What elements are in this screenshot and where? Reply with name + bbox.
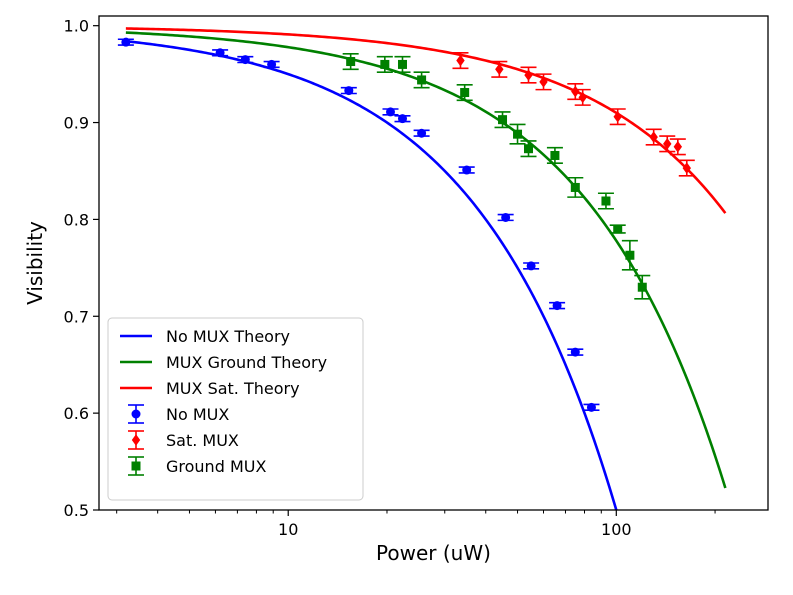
data-point: [397, 114, 407, 124]
data-point: [550, 150, 560, 160]
data-point: [570, 347, 580, 357]
legend-label: MUX Sat. Theory: [166, 379, 300, 398]
y-axis-label: Visibility: [23, 221, 47, 305]
data-points: [117, 37, 695, 412]
y-tick-label: 0.8: [64, 210, 89, 229]
theory-line-2: [125, 27, 727, 214]
legend-box: [107, 317, 364, 501]
data-point: [513, 129, 523, 139]
data-point: [498, 115, 508, 125]
plot-frame: [98, 15, 769, 511]
data-point: [524, 69, 533, 81]
data-point: [539, 76, 548, 88]
data-point: [397, 59, 407, 69]
data-point: [417, 128, 427, 138]
legend-marker: [131, 409, 141, 419]
y-tick-label: 0.6: [64, 404, 89, 423]
y-tick-label: 0.7: [64, 307, 89, 326]
data-point: [526, 261, 536, 271]
data-point: [578, 91, 587, 104]
x-tick-label: 100: [601, 520, 632, 539]
data-point: [552, 301, 562, 311]
data-point: [625, 250, 635, 260]
data-point: [462, 165, 472, 175]
y-tick-label: 0.5: [64, 501, 89, 520]
legend-label: Ground MUX: [166, 457, 266, 476]
series-square: [342, 52, 651, 300]
y-tick-label: 1.0: [64, 17, 89, 36]
legend-marker: [131, 461, 141, 471]
x-axis-label: Power (uW): [376, 541, 491, 565]
legend-label: No MUX Theory: [166, 327, 290, 346]
data-point: [121, 37, 131, 47]
series-circle: [117, 37, 600, 412]
data-point: [586, 402, 596, 412]
legend-label: No MUX: [166, 405, 229, 424]
legend-label: MUX Ground Theory: [166, 353, 327, 372]
data-point: [460, 88, 470, 98]
data-point: [380, 59, 390, 69]
data-point: [524, 144, 534, 154]
data-point: [501, 212, 511, 222]
series-diamond: [452, 52, 695, 177]
data-point: [570, 182, 580, 192]
legend-label: Sat. MUX: [166, 431, 239, 450]
legend: No MUX Theory MUX Ground Theory MUX Sat. T…: [107, 317, 364, 501]
data-point: [613, 224, 623, 234]
data-point: [495, 63, 504, 76]
data-point: [215, 48, 225, 58]
data-point: [637, 282, 647, 292]
data-point: [240, 55, 250, 65]
axis-ticks: 0.5 0.6 0.7 0.8 0.9 1.0 10 100: [64, 17, 716, 539]
data-point: [571, 85, 580, 98]
x-tick-label: 10: [278, 520, 298, 539]
data-point: [417, 75, 427, 85]
data-point: [267, 59, 277, 69]
data-point: [456, 54, 465, 67]
data-point: [682, 162, 691, 174]
data-point: [663, 138, 672, 150]
data-point: [613, 110, 622, 123]
data-point: [344, 86, 354, 96]
legend-marker: [131, 434, 141, 446]
data-point: [601, 196, 611, 206]
data-point: [385, 107, 395, 117]
data-point: [346, 57, 356, 67]
data-point: [673, 140, 683, 153]
data-point: [649, 131, 658, 143]
y-tick-label: 0.9: [64, 114, 89, 133]
theory-line-0: [125, 39, 618, 510]
